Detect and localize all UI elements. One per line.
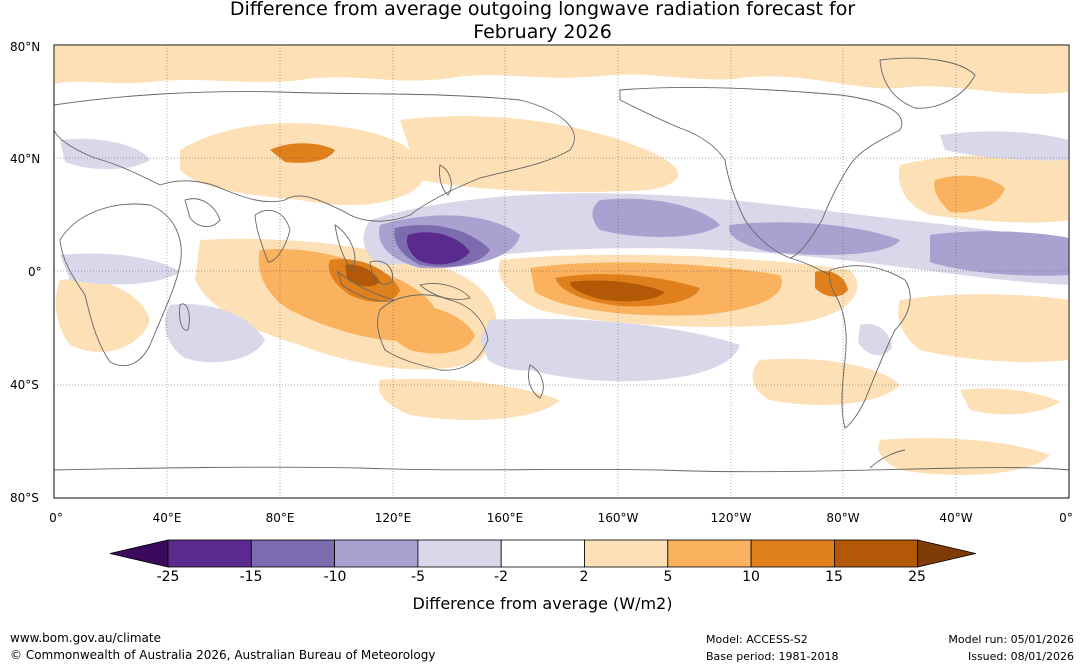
lat-label-80s: 80°S (10, 491, 39, 505)
lon-label-160e: 160°E (486, 511, 524, 525)
chart-title-line2: February 2026 (473, 21, 612, 43)
south-pacific-light-purple (480, 318, 740, 382)
north-america-coastline (619, 87, 903, 259)
madagascar-coastline (179, 303, 190, 331)
colorbar-tick-label: 10 (742, 569, 760, 585)
new-guinea-coastline (419, 283, 471, 300)
north-atlantic-light-purple (940, 131, 1069, 161)
tropical-north-pacific-purple (592, 198, 720, 237)
colorbar-title: Difference from average (W/m2) (412, 594, 673, 613)
colorbar-segment (250, 539, 336, 568)
south-indian-light-orange (55, 279, 150, 352)
japan-coastline (439, 164, 452, 196)
india-coastline (254, 210, 291, 263)
colorbar-tick-label: 2 (579, 569, 589, 585)
arabia-coastline (184, 198, 221, 227)
colorbar-extend-max (917, 539, 976, 568)
southern-ocean-east-light-orange (878, 438, 1050, 475)
lat-label-0: 0° (28, 265, 42, 279)
arctic-light-orange-band (54, 45, 1069, 94)
lon-label-80e: 80°E (265, 511, 295, 525)
coastlines (53, 57, 1070, 473)
north-pacific-light-orange (400, 116, 679, 192)
north-atlantic-orange (934, 175, 1005, 213)
east-pacific-purple (729, 222, 900, 255)
atlantic-purple (930, 231, 1069, 276)
lat-label-40s: 40°S (10, 378, 39, 392)
footer-model: Model: ACCESS-S2 (706, 633, 808, 646)
south-indian-light-purple (165, 304, 265, 363)
colorbar-segment (167, 539, 252, 568)
eurasia-coastline (53, 91, 575, 222)
new-zealand-coastline (528, 364, 544, 399)
se-asia-coastline (334, 224, 356, 271)
central-pacific-brown (570, 280, 665, 302)
colorbar-segment (750, 539, 835, 568)
lat-label-80n: 80°N (10, 40, 41, 54)
colorbar-tick-label: -2 (494, 569, 508, 585)
colorbar-tick-label: -15 (239, 569, 263, 585)
lon-label-0-right: 0° (1059, 511, 1073, 525)
lat-label-40n: 40°N (10, 152, 41, 166)
australia-orange (379, 303, 475, 354)
antarctica-coastline (53, 466, 1070, 473)
colorbar-tick-label: -5 (411, 569, 425, 585)
tropical-west-light-purple (60, 253, 180, 285)
colorbar-segment (834, 539, 919, 568)
lon-label-120w: 120°W (710, 511, 752, 525)
colorbar-segment (584, 539, 669, 568)
antarctic-peninsula-coastline (869, 449, 906, 469)
lon-label-0-left: 0° (49, 511, 63, 525)
footer-issued: Issued: 08/01/2026 (967, 650, 1074, 663)
footer-copyright: © Commonwealth of Australia 2026, Austra… (10, 648, 436, 662)
colorbar-tick-label: 5 (663, 569, 673, 585)
indonesia-brown (345, 264, 380, 287)
lon-label-80w: 80°W (826, 511, 860, 525)
south-atlantic-strip-light-orange (960, 388, 1060, 415)
colorbar-segment (500, 539, 585, 568)
colorbar-tick-label: -25 (156, 569, 180, 585)
negative-anomaly-regions (60, 131, 1069, 382)
colorbar-tick-label: 15 (825, 569, 843, 585)
colorbar-extend-min (109, 539, 169, 568)
colorbar-segment (417, 539, 502, 568)
gridlines (54, 45, 1069, 498)
north-pacific-light-purple (363, 193, 1069, 285)
north-asia-light-purple (60, 138, 150, 170)
colorbar-tick-label: -10 (323, 569, 347, 585)
asia-light-orange (180, 123, 423, 205)
colorbar-segment (334, 539, 419, 568)
south-america-orange (815, 270, 848, 297)
south-america-coastline (829, 265, 911, 429)
colorbar (109, 539, 976, 568)
map-frame (53, 44, 1070, 499)
south-america-light-purple (858, 323, 892, 356)
tasman-light-purple (480, 338, 550, 371)
lon-label-120e: 120°E (374, 511, 412, 525)
footer-base-period: Base period: 1981-2018 (706, 650, 839, 663)
lon-label-160w: 160°W (597, 511, 639, 525)
chart-title-line1: Difference from average outgoing longwav… (229, 0, 856, 20)
lon-label-40w: 40°W (939, 511, 973, 525)
greenland-coastline (879, 57, 976, 109)
southern-ocean-light-orange (378, 378, 560, 420)
south-pacific-light-orange (752, 358, 900, 405)
borneo-coastline (369, 260, 393, 285)
south-atlantic-light-orange (898, 294, 1069, 362)
footer-model-run: Model run: 05/01/2026 (948, 633, 1074, 646)
colorbar-tick-label: 25 (908, 569, 926, 585)
philippine-sea-dark-purple (406, 232, 470, 265)
colorbar-segment (667, 539, 752, 568)
africa-coastline (59, 203, 182, 366)
footer-url[interactable]: www.bom.gov.au/climate (10, 631, 161, 645)
positive-anomaly-regions (54, 45, 1069, 475)
lon-label-40e: 40°E (152, 511, 182, 525)
central-america-coastline (789, 257, 831, 276)
australia-coastline (377, 294, 489, 371)
